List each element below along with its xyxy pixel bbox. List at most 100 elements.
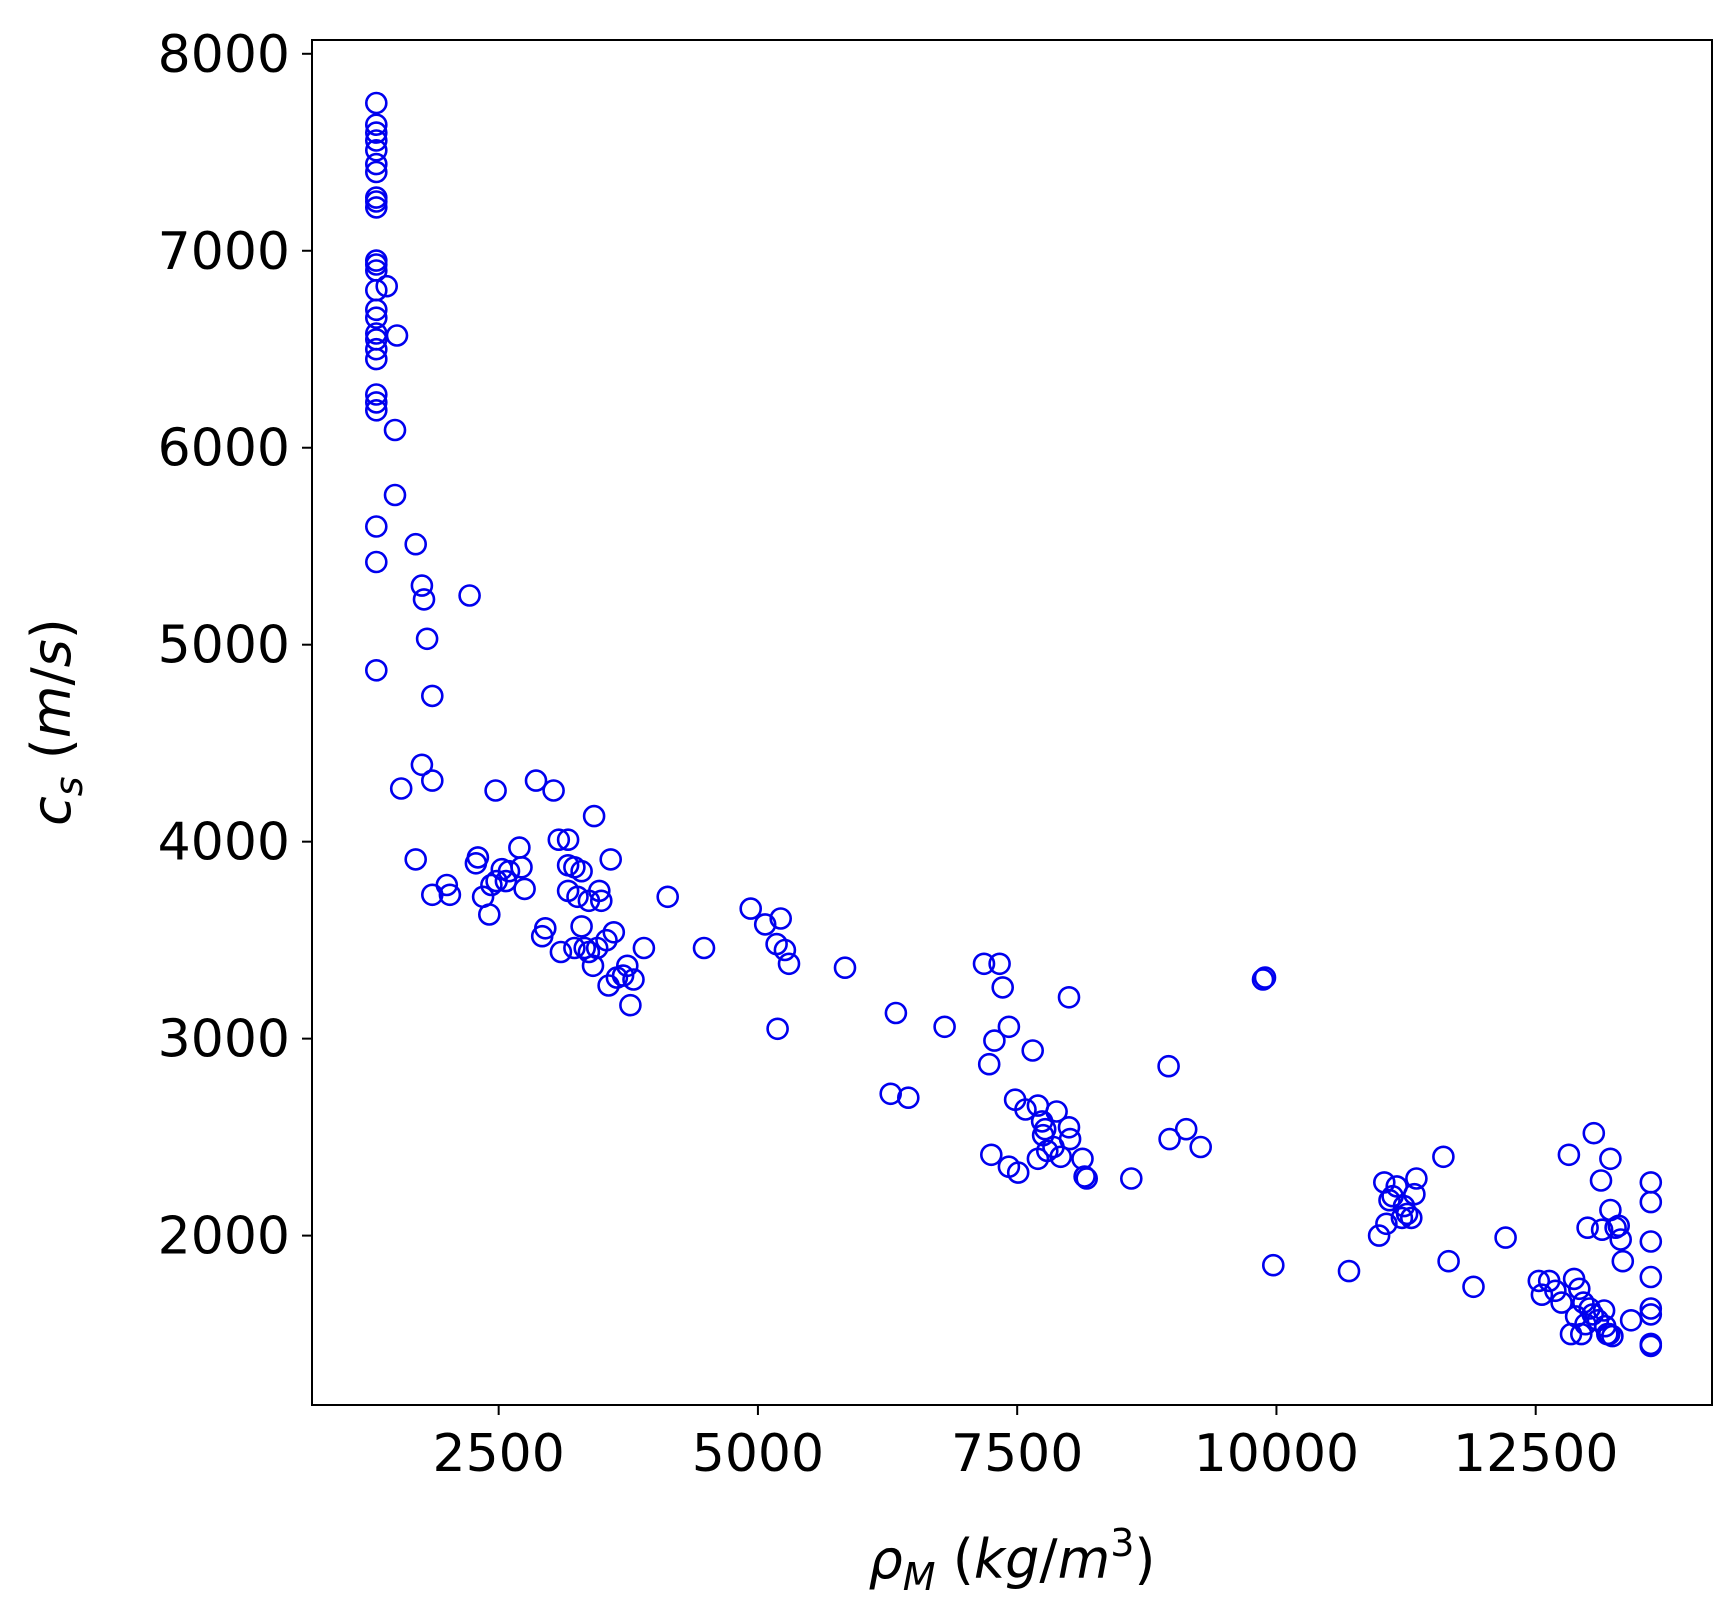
- data-point: [1604, 1216, 1627, 1239]
- data-point: [1609, 1228, 1632, 1251]
- data-point: [497, 859, 521, 883]
- data-point: [1158, 1127, 1181, 1151]
- data-point: [979, 1143, 1003, 1167]
- data-point: [1337, 1259, 1361, 1283]
- data-point: [1400, 1206, 1423, 1230]
- data-point: [1494, 1226, 1517, 1249]
- data-point: [777, 952, 801, 976]
- data-point: [1607, 1214, 1630, 1238]
- data-point: [1530, 1283, 1554, 1306]
- data-point: [1073, 1165, 1096, 1188]
- data-point: [833, 956, 857, 980]
- data-point: [1527, 1269, 1551, 1293]
- x-tick-label: 2500: [432, 1424, 564, 1484]
- data-point: [1253, 966, 1277, 989]
- data-point: [766, 1017, 789, 1041]
- data-point: [1375, 1212, 1398, 1236]
- data-point: [1619, 1309, 1643, 1332]
- data-point: [524, 769, 548, 792]
- data-point: [619, 993, 642, 1017]
- plot-area-frame: [311, 39, 1713, 1406]
- data-point: [364, 160, 388, 184]
- data-point: [1599, 1147, 1622, 1171]
- data-point: [364, 190, 388, 213]
- data-point: [415, 627, 439, 651]
- data-point: [1639, 1190, 1663, 1214]
- data-point: [533, 916, 557, 940]
- data-point: [364, 152, 388, 176]
- data-point: [1437, 1249, 1460, 1273]
- data-point: [1021, 1039, 1044, 1062]
- x-tick-label: 7500: [951, 1424, 1083, 1484]
- data-point: [1014, 1098, 1037, 1121]
- data-point: [438, 883, 462, 907]
- data-point: [385, 324, 409, 347]
- data-point: [1251, 968, 1275, 991]
- data-point: [991, 976, 1015, 999]
- data-point: [1057, 1116, 1081, 1139]
- data-point: [1589, 1169, 1613, 1192]
- y-axis-label: cs (m/s): [20, 618, 91, 826]
- y-tick-label: 3000: [158, 1010, 290, 1070]
- data-point: [1045, 1100, 1068, 1123]
- data-point: [1568, 1277, 1591, 1301]
- data-point: [542, 779, 565, 802]
- data-point: [879, 1082, 903, 1106]
- data-point: [1367, 1224, 1391, 1247]
- data-point: [364, 347, 388, 371]
- data-point: [1036, 1139, 1059, 1163]
- data-point: [739, 897, 763, 920]
- data-point: [556, 828, 580, 852]
- data-point: [364, 253, 388, 276]
- data-point: [513, 877, 536, 901]
- x-tick-label: 5000: [692, 1424, 824, 1484]
- x-axis-ticks: 2500 5000 7500 10000 12500: [432, 1405, 1618, 1484]
- data-point: [383, 418, 407, 442]
- data-point: [364, 398, 388, 422]
- data-point: [773, 938, 797, 962]
- data-point: [1590, 1218, 1614, 1241]
- data-point: [1157, 1054, 1180, 1078]
- data-point: [656, 885, 680, 909]
- data-point: [364, 196, 388, 219]
- data-point: [611, 964, 635, 987]
- data-point: [983, 1029, 1006, 1052]
- data-point: [582, 804, 606, 828]
- y-tick-label: 8000: [158, 25, 290, 85]
- data-point: [1174, 1117, 1198, 1141]
- data-point: [1582, 1121, 1606, 1145]
- data-point: [589, 889, 613, 913]
- data-point: [977, 1052, 1001, 1076]
- data-point: [1057, 985, 1081, 1009]
- data-point: [494, 869, 518, 893]
- data-point: [1403, 1182, 1426, 1206]
- data-point: [753, 913, 777, 936]
- data-point: [988, 952, 1011, 976]
- data-point: [1120, 1167, 1143, 1190]
- data-point: [410, 574, 434, 597]
- data-point: [602, 920, 626, 944]
- data-point: [570, 915, 593, 938]
- data-point: [435, 873, 459, 897]
- data-point: [1598, 1322, 1621, 1346]
- data-point: [896, 1086, 920, 1109]
- data-point: [404, 532, 428, 556]
- data-point: [549, 940, 573, 964]
- data-point: [364, 391, 388, 414]
- data-point: [1432, 1145, 1455, 1169]
- data-point: [547, 828, 571, 852]
- data-point: [1189, 1135, 1212, 1159]
- data-point: [1639, 1230, 1663, 1253]
- data-point: [1378, 1188, 1401, 1212]
- y-tick-label: 4000: [158, 813, 290, 873]
- data-point: [1639, 1334, 1663, 1358]
- data-point: [420, 684, 444, 708]
- data-point: [364, 298, 388, 322]
- y-tick-label: 2000: [158, 1207, 290, 1267]
- data-point: [364, 91, 388, 115]
- data-point: [410, 753, 434, 777]
- data-point: [1390, 1206, 1414, 1230]
- data-point: [595, 928, 618, 952]
